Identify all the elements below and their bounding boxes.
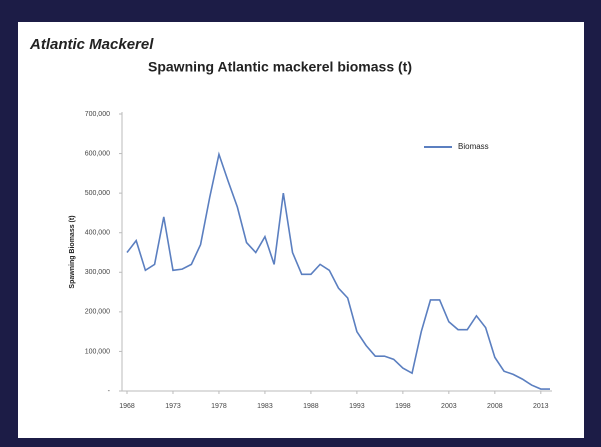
y-tick-label: 300,000 [85, 269, 110, 276]
x-tick-label: 2003 [441, 403, 457, 410]
x-tick-label: 2008 [487, 403, 503, 410]
slide-title: Atlantic Mackerel [29, 36, 154, 53]
y-tick-label: 700,000 [85, 111, 110, 118]
x-tick-label: 1988 [303, 403, 319, 410]
x-tick-label: 1968 [119, 403, 135, 410]
y-axis-label: Spawning Biomass (t) [69, 215, 76, 288]
y-tick-label: 200,000 [85, 309, 110, 316]
chart-title: Spawning Atlantic mackerel biomass (t) [148, 59, 412, 75]
y-tick-label: - [108, 388, 111, 395]
y-tick-label: 500,000 [85, 190, 110, 197]
x-tick-label: 1978 [211, 403, 227, 410]
legend-label: Biomass [458, 142, 489, 151]
x-tick-label: 1983 [257, 403, 273, 410]
series-line [126, 151, 550, 390]
y-tick-label: 600,000 [85, 150, 110, 157]
y-tick-label: 100,000 [85, 348, 110, 355]
x-tick-label: 1993 [349, 403, 365, 410]
y-tick-label: 400,000 [85, 230, 110, 237]
x-tick-label: 2013 [533, 403, 549, 410]
panel [18, 22, 584, 438]
x-tick-label: 1998 [395, 403, 411, 410]
x-tick-label: 1973 [165, 403, 181, 410]
